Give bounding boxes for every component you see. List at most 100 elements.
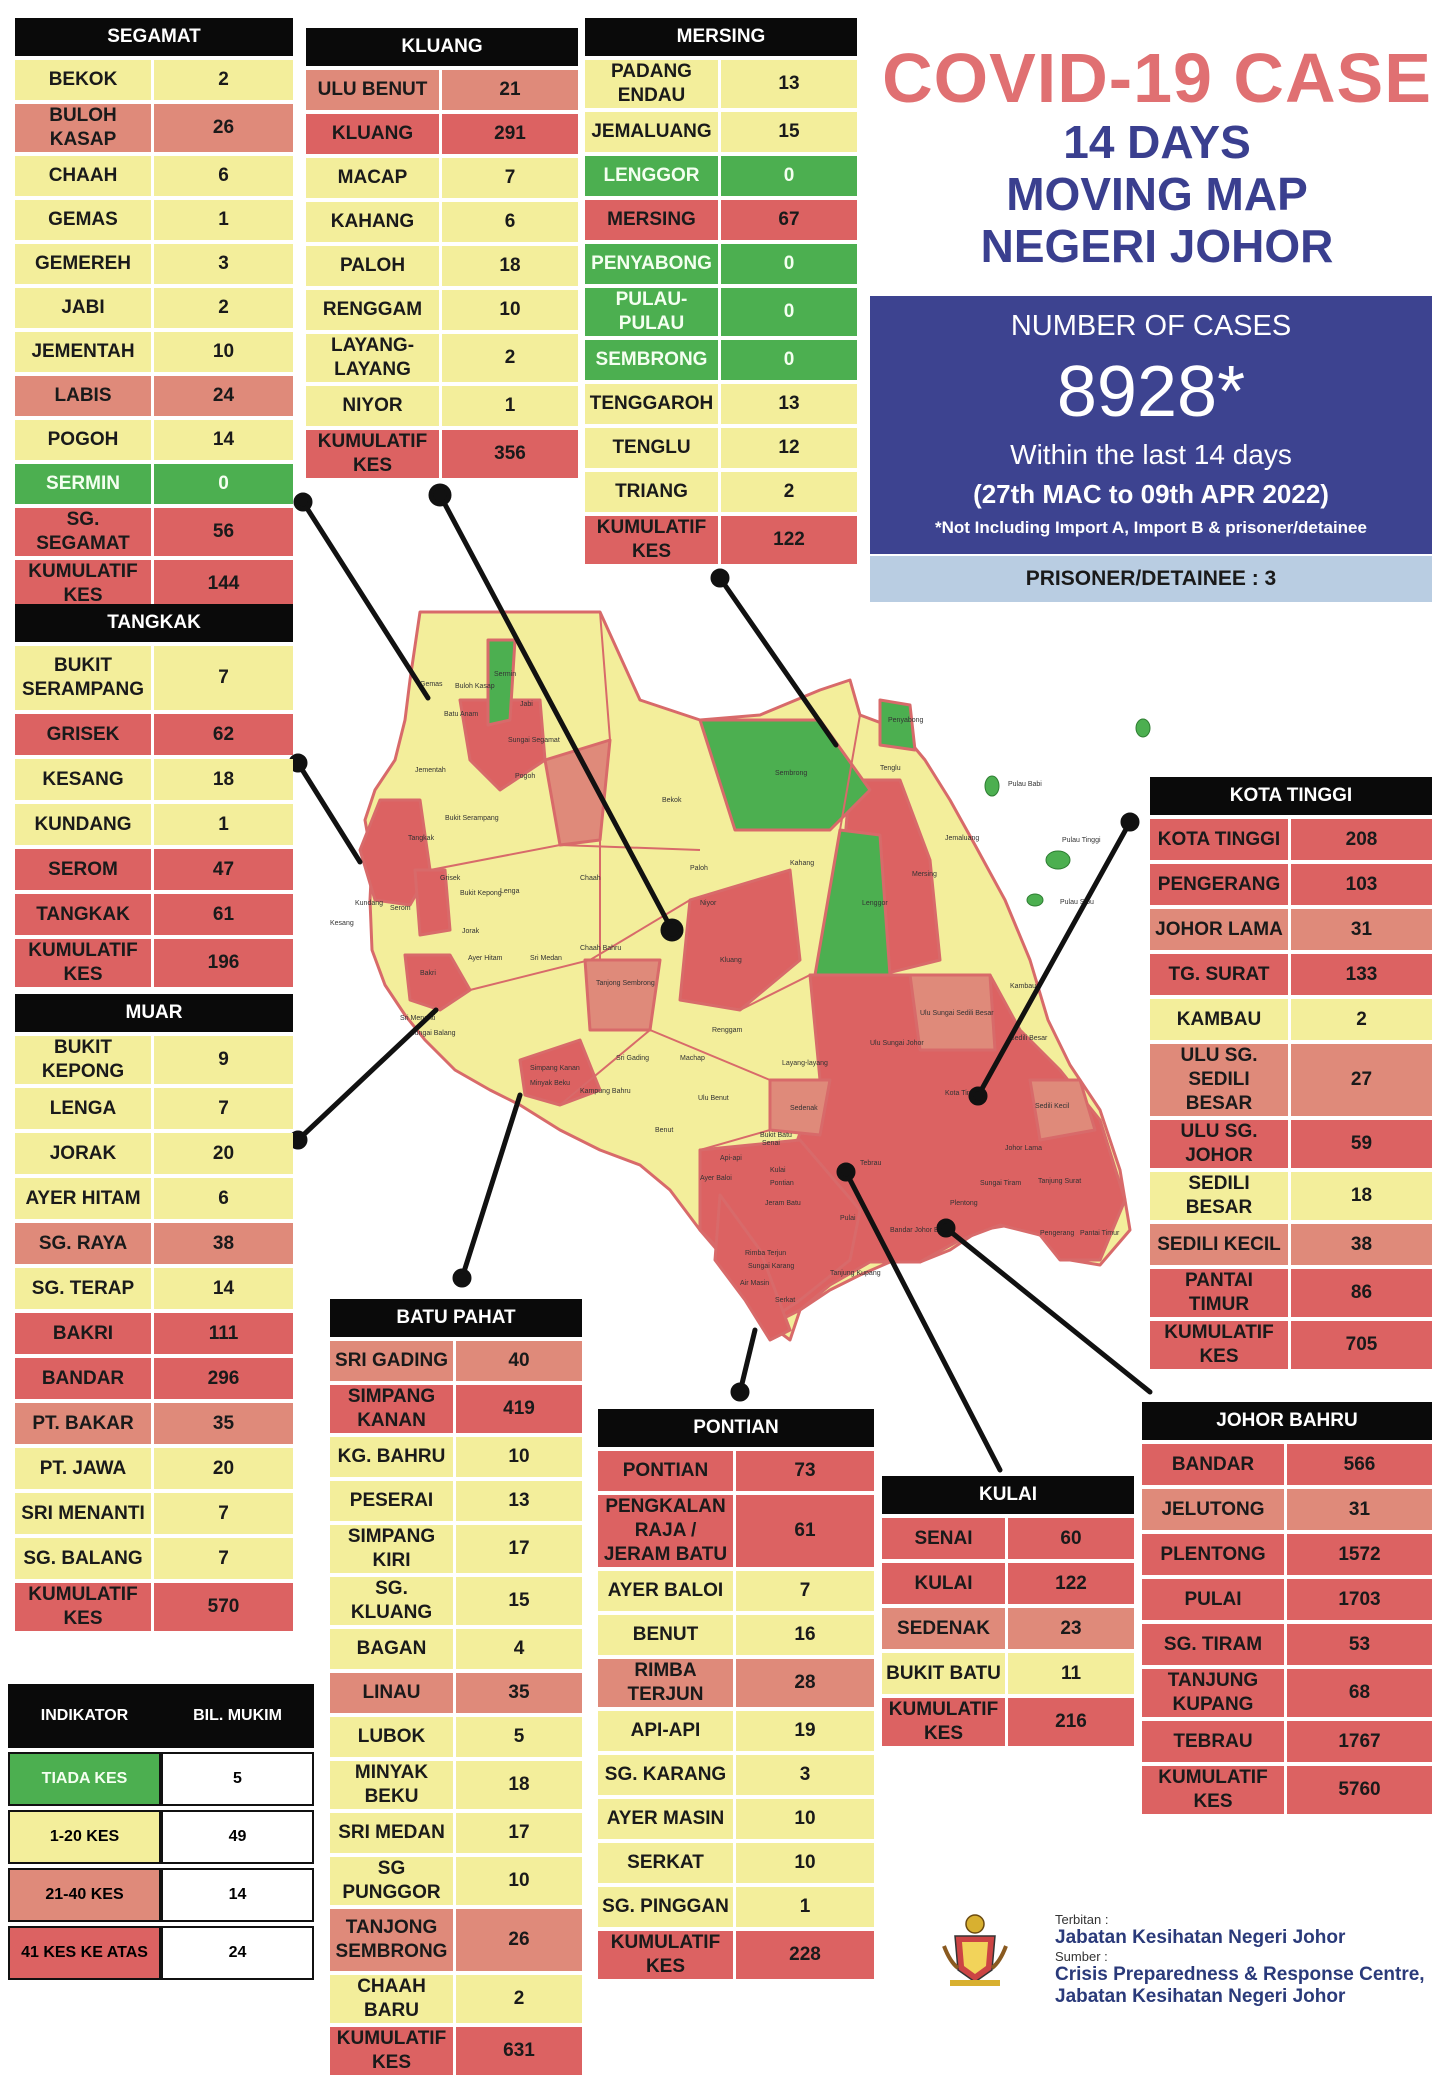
map-place-label: Kesang bbox=[330, 920, 354, 927]
table-row: MINYAK BEKU 18 bbox=[330, 1761, 582, 1809]
mukim-case-count: 0 bbox=[721, 288, 857, 336]
mukim-name: GRISEK bbox=[15, 714, 154, 755]
mukim-name: KUMULATIF KES bbox=[585, 516, 721, 564]
map-place-label: Chaah bbox=[580, 875, 601, 882]
table-row: JEMALUANG 15 bbox=[585, 112, 857, 152]
mukim-case-count: 2 bbox=[154, 60, 293, 100]
map-place-label: Sri Menanti bbox=[400, 1015, 436, 1022]
table-row: PENYABONG 0 bbox=[585, 244, 857, 284]
published-label: Terbitan : bbox=[1055, 1912, 1109, 1927]
mukim-name: KESANG bbox=[15, 759, 154, 800]
mukim-name: RIMBA TERJUN bbox=[598, 1659, 736, 1707]
table-row: TANJONG SEMBRONG 26 bbox=[330, 1909, 582, 1971]
mukim-name: KUMULATIF KES bbox=[330, 2027, 456, 2075]
mukim-case-count: 17 bbox=[456, 1525, 582, 1573]
map-place-label: Lenggor bbox=[862, 900, 888, 907]
map-place-label: Jementah bbox=[415, 767, 446, 774]
mukim-case-count: 10 bbox=[442, 290, 578, 330]
table-row: KUMULATIF KES 356 bbox=[306, 430, 578, 478]
mukim-name: SEDILI KECIL bbox=[1150, 1224, 1291, 1265]
mukim-name: NIYOR bbox=[306, 386, 442, 426]
map-place-label: Api-api bbox=[720, 1155, 742, 1162]
mukim-case-count: 0 bbox=[721, 244, 857, 284]
mukim-name: AYER BALOI bbox=[598, 1571, 736, 1611]
table-row: KUMULATIF KES 5760 bbox=[1142, 1766, 1432, 1814]
mukim-case-count: 17 bbox=[456, 1813, 582, 1853]
mukim-name: PT. JAWA bbox=[15, 1448, 154, 1489]
table-row: SERMIN 0 bbox=[15, 464, 293, 504]
prisoner-count: PRISONER/DETAINEE : 3 bbox=[870, 556, 1432, 602]
table-row: KUMULATIF KES 122 bbox=[585, 516, 857, 564]
table-row: KULAI 122 bbox=[882, 1563, 1134, 1604]
mukim-case-count: 111 bbox=[154, 1313, 293, 1354]
district-name: KLUANG bbox=[306, 28, 578, 66]
mukim-case-count: 26 bbox=[456, 1909, 582, 1971]
mukim-case-count: 18 bbox=[456, 1761, 582, 1809]
mukim-name: JORAK bbox=[15, 1133, 154, 1174]
mukim-case-count: 61 bbox=[736, 1495, 874, 1567]
mukim-name: CHAAH bbox=[15, 156, 154, 196]
mukim-case-count: 5760 bbox=[1287, 1766, 1432, 1814]
map-place-label: Penyabong bbox=[888, 717, 924, 724]
mukim-name: KUMULATIF KES bbox=[1142, 1766, 1287, 1814]
mukim-case-count: 2 bbox=[154, 288, 293, 328]
map-place-label: Sedenak bbox=[790, 1105, 818, 1112]
table-row: SG. BALANG 7 bbox=[15, 1538, 293, 1579]
table-row: PANTAI TIMUR 86 bbox=[1150, 1269, 1432, 1317]
mukim-case-count: 16 bbox=[736, 1615, 874, 1655]
district-table-segamat: SEGAMAT BEKOK 2 BULOH KASAP 26 CHAAH 6 GEMAS 1 GE… bbox=[15, 14, 293, 612]
source-line-2: Jabatan Kesihatan Negeri Johor bbox=[1055, 1986, 1346, 2007]
mukim-name: BANDAR bbox=[15, 1358, 154, 1399]
mukim-name: SG. KARANG bbox=[598, 1755, 736, 1795]
mukim-case-count: 10 bbox=[456, 1857, 582, 1905]
mukim-case-count: 73 bbox=[736, 1451, 874, 1491]
mukim-case-count: 122 bbox=[1008, 1563, 1134, 1604]
map-ulusedili-salmon bbox=[908, 973, 997, 1052]
map-place-label: Simpang Kanan bbox=[530, 1065, 580, 1072]
mukim-name: BUKIT KEPONG bbox=[15, 1036, 154, 1084]
cases-label: NUMBER OF CASES bbox=[1010, 310, 1292, 342]
mukim-name: CHAAH BARU bbox=[330, 1975, 456, 2023]
mukim-name: MACAP bbox=[306, 158, 442, 198]
map-place-label: Sungai Balang bbox=[410, 1030, 456, 1037]
table-row: KOTA TINGGI 208 bbox=[1150, 819, 1432, 860]
mukim-name: KUMULATIF KES bbox=[15, 1583, 154, 1631]
leader-segamat bbox=[300, 499, 431, 701]
mukim-name: BENUT bbox=[598, 1615, 736, 1655]
table-row: KUMULATIF KES 144 bbox=[15, 560, 293, 608]
mukim-name: TANGKAK bbox=[15, 894, 154, 935]
table-row: PADANG ENDAU 13 bbox=[585, 60, 857, 108]
map-place-label: Pulau Babi bbox=[1008, 781, 1042, 788]
mukim-name: AYER MASIN bbox=[598, 1799, 736, 1839]
map-place-label: Ulu Sungai Sedili Besar bbox=[920, 1010, 994, 1017]
mukim-name: ULU SG. JOHOR bbox=[1150, 1120, 1291, 1168]
map-sedili-salmon bbox=[1028, 1078, 1097, 1142]
table-row: BANDAR 566 bbox=[1142, 1444, 1432, 1485]
mukim-name: BULOH KASAP bbox=[15, 104, 154, 152]
mukim-name: BEKOK bbox=[15, 60, 154, 100]
table-row: LENGA 7 bbox=[15, 1088, 293, 1129]
mukim-name: LENGGOR bbox=[585, 156, 721, 196]
mukim-case-count: 10 bbox=[736, 1843, 874, 1883]
title-line-2: 14 DAYS bbox=[1063, 116, 1251, 168]
leader-batupahat bbox=[459, 1092, 523, 1281]
mukim-case-count: 356 bbox=[442, 430, 578, 478]
mukim-name: JELUTONG bbox=[1142, 1489, 1287, 1530]
legend-indicator: TIADA KES bbox=[8, 1752, 161, 1806]
map-place-label: Lenga bbox=[500, 888, 520, 895]
map-place-label: Bukit Batu bbox=[760, 1132, 792, 1139]
map-place-label: Jemaluang bbox=[945, 835, 979, 842]
mukim-case-count: 419 bbox=[456, 1385, 582, 1433]
mukim-name: PANTAI TIMUR bbox=[1150, 1269, 1291, 1317]
table-row: BEKOK 2 bbox=[15, 60, 293, 100]
mukim-name: KAHANG bbox=[306, 202, 442, 242]
table-row: BUKIT BATU 11 bbox=[882, 1653, 1134, 1694]
mukim-name: JOHOR LAMA bbox=[1150, 909, 1291, 950]
table-row: PT. JAWA 20 bbox=[15, 1448, 293, 1489]
mukim-name: SG. TIRAM bbox=[1142, 1624, 1287, 1665]
table-row: JORAK 20 bbox=[15, 1133, 293, 1174]
map-place-label: Benut bbox=[655, 1127, 673, 1134]
legend-indicator: 21-40 KES bbox=[8, 1868, 161, 1922]
table-row: BANDAR 296 bbox=[15, 1358, 293, 1399]
map-place-label: Pantai Timur bbox=[1080, 1230, 1120, 1237]
